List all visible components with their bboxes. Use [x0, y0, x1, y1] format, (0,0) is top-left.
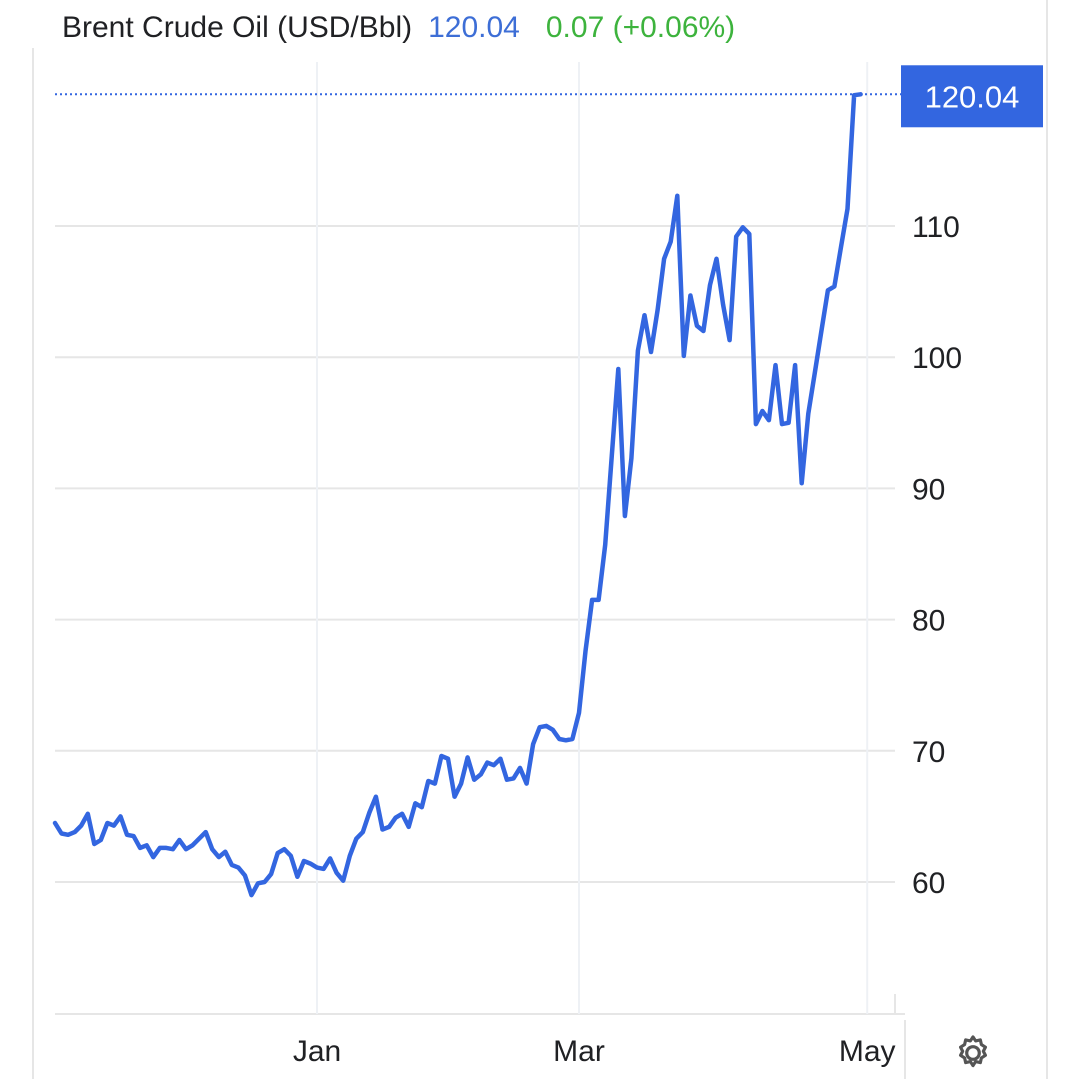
instrument-title: Brent Crude Oil (USD/Bbl) [62, 11, 413, 44]
chart-header: Brent Crude Oil (USD/Bbl) 120.04 0.07 (+… [62, 8, 735, 48]
x-tick-label: Jan [293, 1035, 341, 1068]
price-change: 0.07 (+0.06%) [545, 11, 736, 44]
y-tick-label: 70 [912, 736, 945, 769]
last-value-badge [901, 65, 1043, 128]
x-tick-label: Mar [553, 1035, 605, 1068]
last-value-label: 120.04 [925, 79, 1020, 114]
y-tick-label: 110 [912, 211, 960, 244]
y-tick-label: 100 [912, 342, 962, 375]
y-tick-label: 60 [912, 867, 945, 900]
x-tick-label: May [839, 1035, 896, 1068]
y-tick-label: 90 [912, 473, 945, 506]
current-price: 120.04 [428, 11, 520, 44]
series-line [52, 92, 863, 898]
y-tick-label: 80 [912, 605, 945, 638]
gear-icon[interactable] [952, 1032, 994, 1074]
